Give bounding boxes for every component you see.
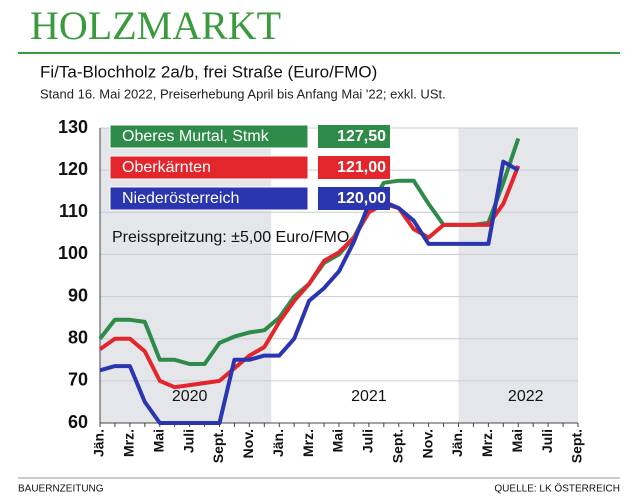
legend-label: Oberes Murtal, Stmk	[122, 128, 270, 145]
y-tick-label: 130	[58, 117, 88, 137]
series-line	[98, 165, 521, 390]
x-tick-label: Juli	[539, 429, 555, 453]
y-tick-label: 100	[58, 243, 88, 263]
annotation: Preisspreitzung: ±5,00 Euro/FMO	[112, 229, 349, 246]
x-tick-label: Sept.	[389, 429, 405, 463]
x-tick-label: Sept.	[569, 429, 585, 463]
year-label: 2021	[351, 388, 387, 405]
year-band	[458, 128, 578, 423]
x-tick-label: Jän.	[449, 429, 465, 457]
x-tick-label: Nov.	[240, 429, 256, 458]
legend-value-box	[318, 187, 390, 210]
y-tick-label: 60	[68, 412, 88, 432]
legend-value: 121,00	[337, 159, 386, 176]
subtitle: Fi/Ta-Blochholz 2a/b, frei Straße (Euro/…	[40, 62, 377, 81]
x-tick-label: Jän.	[270, 429, 286, 457]
legend-label: Niederösterreich	[122, 190, 239, 207]
legend-swatch	[109, 124, 309, 149]
x-tick-label: Nov.	[419, 429, 435, 458]
x-tick-label: Mrz.	[479, 429, 495, 457]
legend-swatch	[109, 155, 309, 180]
y-tick-label: 110	[59, 201, 88, 221]
x-tick-label: Sept.	[210, 429, 226, 463]
y-tick-label: 120	[58, 159, 88, 179]
x-tick-label: Jän.	[91, 429, 107, 457]
x-tick-label: Mrz.	[300, 429, 316, 457]
x-tick-label: Mrz.	[121, 429, 137, 457]
chart-title: HOLZMARKT	[30, 3, 281, 48]
y-tick-label: 80	[68, 327, 88, 347]
note: Stand 16. Mai 2022, Preiserhebung April …	[40, 86, 446, 101]
legend-value-box	[318, 125, 390, 148]
y-tick-label: 90	[68, 285, 88, 305]
y-tick-label: 70	[68, 370, 88, 390]
year-label: 2020	[172, 388, 208, 405]
series-line	[99, 159, 520, 425]
source-left: BAUERNZEITUNG	[18, 484, 104, 495]
x-tick-label: Mai	[330, 429, 346, 452]
x-tick-label: Juli	[360, 429, 376, 453]
x-tick-label: Mai	[509, 429, 525, 452]
legend-value: 127,50	[337, 128, 386, 145]
legend-swatch	[109, 186, 309, 211]
source-right: QUELLE: LK ÖSTERREICH	[494, 483, 620, 495]
legend-value: 120,00	[337, 190, 386, 207]
legend-value-box	[318, 156, 390, 179]
year-label: 2022	[508, 388, 544, 405]
x-tick-label: Mai	[150, 429, 166, 452]
x-tick-label: Juli	[180, 429, 196, 453]
legend-label: Oberkärnten	[122, 159, 211, 176]
